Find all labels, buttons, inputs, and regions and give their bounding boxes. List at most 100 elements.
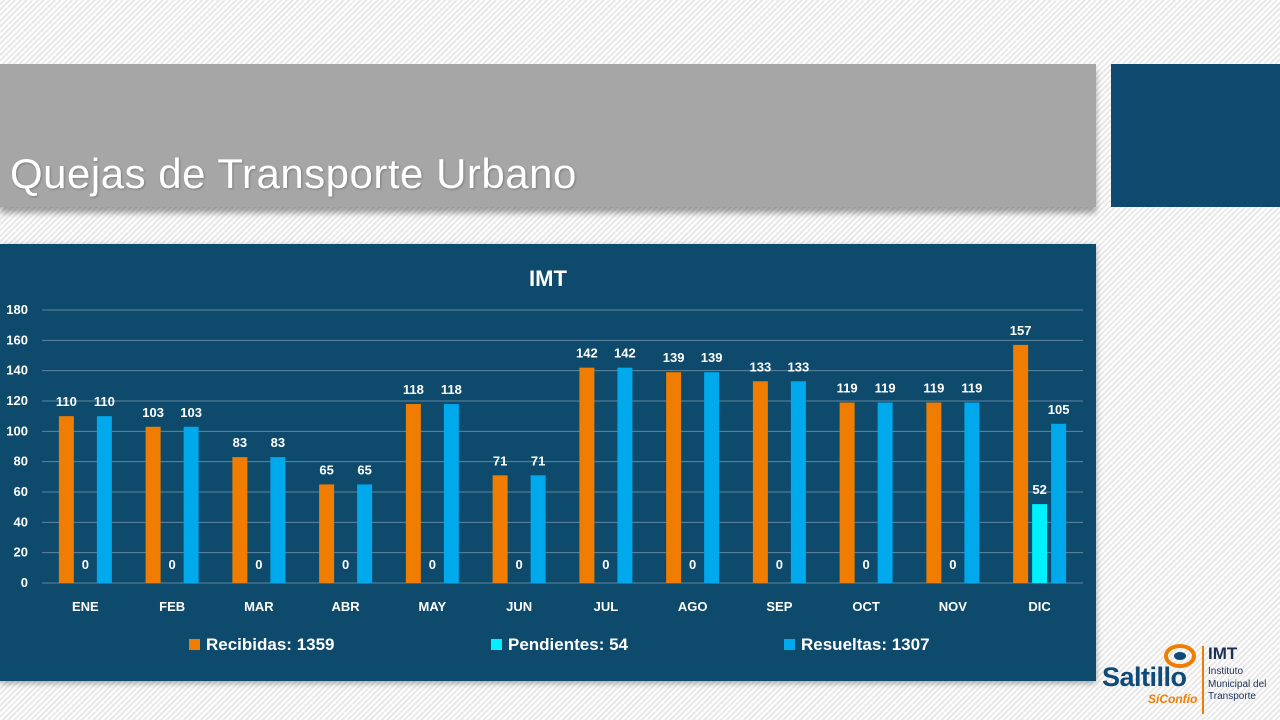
legend-swatch <box>491 639 502 650</box>
bar-jun-series-3 <box>530 475 546 583</box>
imt-logo: Saltillo SíConfío IMT Instituto Municipa… <box>1100 640 1280 720</box>
bar-jun-series-1 <box>492 475 508 583</box>
data-label: 0 <box>429 557 436 572</box>
logo-swirl-icon <box>1164 644 1196 668</box>
y-tick-label: 180 <box>6 302 28 317</box>
data-label: 142 <box>576 346 598 361</box>
legend-swatch <box>784 639 795 650</box>
y-tick-label: 60 <box>14 484 28 499</box>
bar-dic-series-2 <box>1032 504 1048 583</box>
data-label: 103 <box>180 405 202 420</box>
y-tick-label: 0 <box>21 575 28 590</box>
x-tick-label: MAR <box>244 599 274 614</box>
data-label: 157 <box>1010 323 1032 338</box>
logo-tagline: SíConfío <box>1148 692 1198 706</box>
data-label: 0 <box>776 557 783 572</box>
bar-abr-series-3 <box>357 484 373 583</box>
data-label: 139 <box>663 350 685 365</box>
bar-may-series-3 <box>443 404 459 583</box>
x-tick-label: ABR <box>332 599 361 614</box>
y-tick-label: 140 <box>6 363 28 378</box>
logo-org-name: Instituto Municipal del Transporte <box>1208 666 1266 704</box>
data-label: 133 <box>788 359 810 374</box>
data-label: 71 <box>531 453 545 468</box>
bar-ago-series-3 <box>704 372 720 583</box>
data-label: 0 <box>949 557 956 572</box>
bar-mar-series-3 <box>270 457 286 583</box>
bar-jul-series-3 <box>617 367 633 583</box>
data-label: 0 <box>689 557 696 572</box>
bar-dic-series-1 <box>1013 344 1029 583</box>
logo-divider <box>1202 646 1204 714</box>
data-label: 119 <box>923 381 944 396</box>
data-label: 0 <box>863 557 870 572</box>
bar-dic-series-3 <box>1051 423 1067 583</box>
bar-mar-series-1 <box>232 457 248 583</box>
bar-ago-series-1 <box>666 372 682 583</box>
bar-oct-series-3 <box>877 402 893 583</box>
data-label: 142 <box>614 346 636 361</box>
data-label: 119 <box>837 381 858 396</box>
bar-nov-series-3 <box>964 402 980 583</box>
bar-jul-series-1 <box>579 367 595 583</box>
data-label: 65 <box>357 462 371 477</box>
data-label: 0 <box>255 557 262 572</box>
data-label: 133 <box>750 359 772 374</box>
logo-org-line: Municipal del <box>1208 678 1267 690</box>
data-label: 110 <box>56 394 77 409</box>
data-label: 0 <box>169 557 176 572</box>
data-label: 0 <box>602 557 609 572</box>
data-label: 119 <box>875 381 896 396</box>
y-tick-label: 120 <box>6 393 28 408</box>
bar-may-series-1 <box>405 404 421 583</box>
y-tick-label: 20 <box>14 545 28 560</box>
x-tick-label: JUL <box>594 599 619 614</box>
x-tick-label: OCT <box>852 599 880 614</box>
chart-panel: IMT 0 20 40 60 80 100 120 140 160 180 110 0 110 ENE 1… <box>0 244 1096 681</box>
data-label: 0 <box>82 557 89 572</box>
data-label: 105 <box>1048 402 1070 417</box>
legend-label: Pendientes: 54 <box>508 635 629 654</box>
legend-swatch <box>189 639 200 650</box>
bar-oct-series-1 <box>839 402 855 583</box>
title-band <box>0 64 1096 207</box>
data-label: 83 <box>271 435 285 450</box>
bar-sep-series-3 <box>790 381 806 583</box>
legend-label: Recibidas: 1359 <box>206 635 335 654</box>
bar-chart: IMT 0 20 40 60 80 100 120 140 160 180 110 0 110 ENE 1… <box>6 266 1083 654</box>
data-label: 71 <box>493 453 507 468</box>
data-label: 103 <box>142 405 164 420</box>
x-tick-label: ENE <box>72 599 99 614</box>
bar-sep-series-1 <box>752 381 768 583</box>
data-label: 65 <box>319 462 333 477</box>
data-label: 52 <box>1032 482 1046 497</box>
y-tick-label: 40 <box>14 514 28 529</box>
bar-ene-series-3 <box>96 416 112 583</box>
x-tick-label: DIC <box>1028 599 1051 614</box>
legend-label: Resueltas: 1307 <box>801 635 930 654</box>
data-label: 110 <box>94 394 115 409</box>
x-tick-label: JUN <box>506 599 532 614</box>
x-tick-label: NOV <box>939 599 968 614</box>
slide-title: Quejas de Transporte Urbano <box>10 150 577 197</box>
x-tick-label: AGO <box>678 599 708 614</box>
side-accent-block <box>1111 64 1280 207</box>
y-tick-label: 100 <box>6 423 28 438</box>
logo-org-line: Instituto <box>1208 666 1244 677</box>
y-tick-label: 160 <box>6 332 28 347</box>
logo-wordmark: Saltillo <box>1102 662 1187 692</box>
data-label: 83 <box>233 435 247 450</box>
data-label: 139 <box>701 350 723 365</box>
x-tick-label: MAY <box>419 599 447 614</box>
logo-org-short: IMT <box>1208 644 1238 663</box>
data-label: 118 <box>403 382 424 397</box>
bar-abr-series-1 <box>319 484 335 583</box>
data-label: 119 <box>961 381 982 396</box>
bar-ene-series-1 <box>58 416 74 583</box>
data-label: 118 <box>441 382 462 397</box>
x-tick-label: FEB <box>159 599 185 614</box>
data-label: 0 <box>516 557 523 572</box>
y-tick-label: 80 <box>14 454 28 469</box>
logo-org-line: Transporte <box>1208 691 1256 702</box>
bar-feb-series-1 <box>145 426 161 583</box>
